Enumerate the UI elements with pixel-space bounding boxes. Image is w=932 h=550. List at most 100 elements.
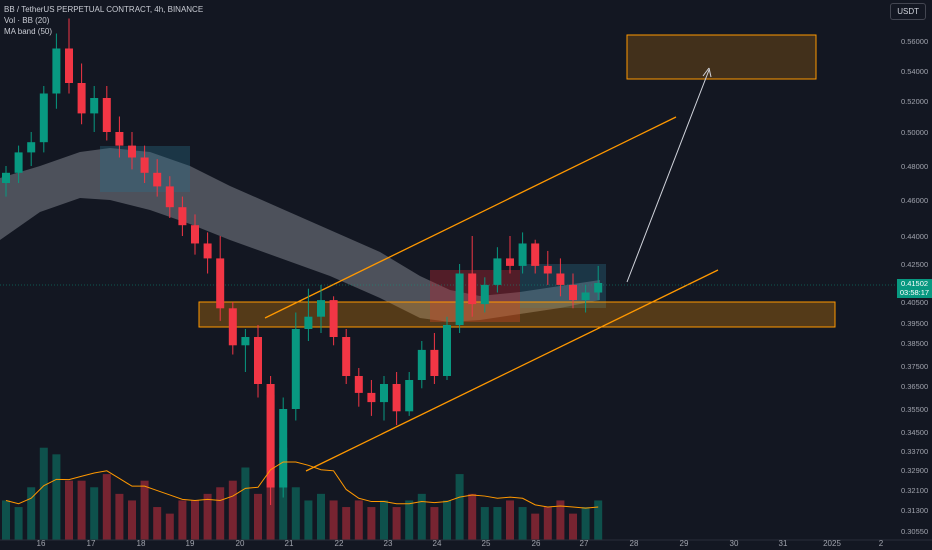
candle-body	[430, 349, 439, 376]
volume-bar	[203, 493, 212, 540]
candle-body	[2, 172, 10, 183]
candle-body	[52, 48, 61, 94]
candle-body	[329, 300, 338, 337]
volume-bar	[128, 500, 136, 540]
candle-body	[367, 392, 376, 403]
y-tick-label: 0.52000	[901, 97, 928, 106]
volume-bar	[140, 480, 149, 540]
volume-bar	[531, 513, 540, 540]
y-tick-label: 0.46000	[901, 196, 928, 205]
candle-body	[115, 132, 124, 146]
volume-bar	[39, 447, 48, 540]
candle-body	[581, 292, 590, 301]
y-tick-label: 0.34500	[901, 428, 928, 437]
candle-body	[468, 273, 477, 305]
x-tick-label: 16	[37, 539, 46, 548]
volume-bar	[304, 500, 313, 540]
last-price-label: 0.41502 03:58:17	[897, 279, 932, 298]
volume-bar	[291, 487, 300, 540]
candle-body	[178, 207, 187, 226]
volume-bar	[27, 487, 36, 540]
volume-bar	[317, 493, 325, 540]
y-tick-label: 0.31300	[901, 506, 928, 515]
candle-body	[304, 316, 313, 329]
candle-body	[342, 337, 351, 376]
x-tick-label: 2025	[823, 539, 841, 548]
volume-bar	[228, 480, 237, 540]
volume-legend: Vol · BB (20)	[4, 16, 50, 25]
x-tick-label: 20	[236, 539, 245, 548]
candle-body	[317, 300, 325, 317]
candle-body	[279, 409, 288, 488]
candle-body	[241, 337, 250, 346]
candle-body	[27, 142, 36, 153]
x-tick-label: 2	[879, 539, 884, 548]
y-tick-label: 0.32900	[901, 466, 928, 475]
volume-bar	[380, 500, 388, 540]
volume-bar	[102, 474, 111, 540]
chart-legend: BB / TetherUS PERPETUAL CONTRACT, 4h, BI…	[4, 4, 203, 37]
volume-bar	[518, 507, 527, 540]
y-tick-label: 0.56000	[901, 37, 928, 46]
volume-bar	[354, 500, 363, 540]
candle-body	[228, 308, 237, 346]
candle-body	[65, 48, 73, 83]
volume-bar	[392, 507, 401, 540]
symbol-title: BB / TetherUS PERPETUAL CONTRACT, 4h, BI…	[4, 5, 204, 14]
volume-bar	[153, 507, 162, 540]
volume-ma-line	[5, 461, 599, 509]
ma-band	[0, 148, 600, 322]
y-tick-label: 0.54000	[901, 67, 928, 76]
candle-body	[543, 265, 552, 274]
candle-body	[480, 284, 489, 305]
price-axis	[896, 0, 932, 550]
candle-body	[128, 145, 136, 158]
volume-bar	[556, 500, 565, 540]
candle-body	[291, 329, 300, 409]
volume-bar	[417, 493, 426, 540]
x-tick-label: 24	[433, 539, 442, 548]
volume-bar	[493, 507, 502, 540]
x-tick-label: 19	[186, 539, 195, 548]
last-price-value: 0.41502	[900, 279, 929, 288]
volume-bar	[191, 500, 199, 540]
x-tick-label: 31	[779, 539, 788, 548]
y-tick-label: 0.39500	[901, 319, 928, 328]
volume-bar	[65, 480, 73, 540]
candle-body	[380, 384, 388, 403]
volume-bar	[480, 507, 489, 540]
candle-body	[417, 349, 426, 380]
volume-bar	[329, 500, 338, 540]
volume-bar	[14, 507, 23, 540]
y-tick-label: 0.35500	[901, 405, 928, 414]
candle-body	[594, 283, 603, 293]
x-tick-label: 18	[137, 539, 146, 548]
currency-unit-button[interactable]: USDT	[890, 3, 926, 20]
y-tick-label: 0.36500	[901, 382, 928, 391]
volume-bar	[430, 507, 439, 540]
y-tick-label: 0.38500	[901, 339, 928, 348]
y-tick-label: 0.48000	[901, 162, 928, 171]
x-tick-label: 25	[482, 539, 491, 548]
y-tick-label: 0.40500	[901, 298, 928, 307]
candle-body	[39, 93, 48, 143]
candle-body	[518, 243, 527, 266]
volume-bar	[77, 480, 86, 540]
volume-bar	[581, 507, 590, 540]
volume-bar	[254, 493, 262, 540]
x-tick-label: 26	[532, 539, 541, 548]
volume-bar	[594, 500, 603, 540]
candle-body	[392, 384, 401, 412]
volume-bar	[178, 500, 187, 540]
ma-band-legend: MA band (50)	[4, 27, 53, 36]
candle-body	[455, 273, 464, 325]
candle-body	[203, 243, 212, 259]
candle-body	[14, 152, 23, 173]
channel-lower-line	[305, 269, 719, 472]
projection-arrow	[626, 69, 710, 283]
x-tick-label: 28	[630, 539, 639, 548]
candle-body	[153, 172, 162, 187]
x-tick-label: 21	[285, 539, 294, 548]
